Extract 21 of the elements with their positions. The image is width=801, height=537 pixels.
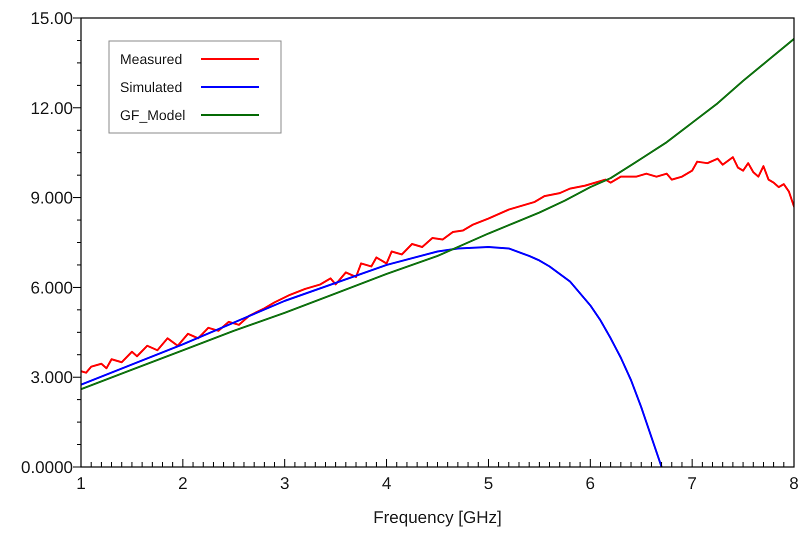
x-tick-label: 5 xyxy=(484,474,494,493)
legend-label: Simulated xyxy=(120,79,182,95)
x-tick-label: 4 xyxy=(382,474,392,493)
legend-label: GF_Model xyxy=(120,107,186,123)
x-tick-label: 7 xyxy=(687,474,697,493)
y-tick-label: 15.00 xyxy=(30,9,73,28)
x-tick-label: 1 xyxy=(76,474,86,493)
y-tick-label: 6.000 xyxy=(30,278,73,298)
legend-label: Measured xyxy=(120,51,182,67)
line-series xyxy=(81,246,663,467)
y-tick-label: 9.000 xyxy=(30,188,73,208)
line-series xyxy=(81,156,794,374)
line-series xyxy=(81,38,794,390)
x-tick-label: 6 xyxy=(586,474,596,493)
x-tick-label: 8 xyxy=(789,474,799,493)
y-tick-label: 0.0000 xyxy=(21,458,73,477)
x-tick-label: 3 xyxy=(280,474,290,493)
y-tick-label: 3.000 xyxy=(30,368,73,388)
x-tick-label: 2 xyxy=(178,474,188,493)
x-axis-title: Frequency [GHz] xyxy=(373,508,502,527)
y-tick-label: 12.00 xyxy=(30,98,73,118)
